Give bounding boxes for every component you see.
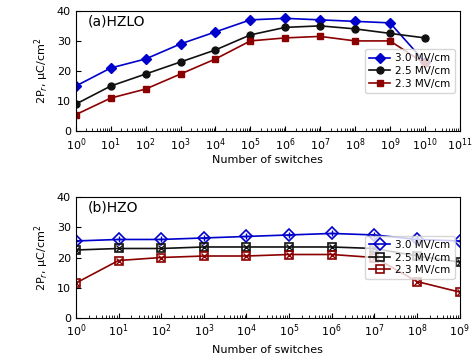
Y-axis label: 2P$_r$, μC/cm$^2$: 2P$_r$, μC/cm$^2$ <box>33 38 51 104</box>
3.0 MV/cm <box>414 237 420 242</box>
2.3 MV/cm <box>244 254 249 258</box>
2.3 MV/cm <box>317 34 323 39</box>
3.0 MV/cm <box>422 60 428 64</box>
3.0 MV/cm <box>73 84 79 88</box>
2.3 MV/cm <box>178 72 183 76</box>
3.0 MV/cm <box>73 239 79 243</box>
2.3 MV/cm <box>457 290 463 294</box>
Line: 2.5 MV/cm: 2.5 MV/cm <box>72 243 464 266</box>
Text: (a)HZLO: (a)HZLO <box>87 14 145 29</box>
Line: 3.0 MV/cm: 3.0 MV/cm <box>73 15 428 90</box>
X-axis label: Number of switches: Number of switches <box>212 155 323 165</box>
3.0 MV/cm <box>201 236 207 240</box>
2.5 MV/cm <box>286 245 292 249</box>
2.5 MV/cm <box>422 36 428 40</box>
3.0 MV/cm <box>387 21 393 25</box>
3.0 MV/cm <box>213 30 219 34</box>
2.5 MV/cm <box>387 31 393 35</box>
2.5 MV/cm <box>73 102 79 106</box>
2.3 MV/cm <box>387 39 393 43</box>
Line: 3.0 MV/cm: 3.0 MV/cm <box>72 229 464 245</box>
2.5 MV/cm <box>143 72 148 76</box>
2.5 MV/cm <box>329 245 335 249</box>
3.0 MV/cm <box>108 66 114 70</box>
3.0 MV/cm <box>143 57 148 61</box>
3.0 MV/cm <box>158 237 164 242</box>
2.5 MV/cm <box>201 245 207 249</box>
Legend: 3.0 MV/cm, 2.5 MV/cm, 2.3 MV/cm: 3.0 MV/cm, 2.5 MV/cm, 2.3 MV/cm <box>365 236 455 279</box>
2.3 MV/cm <box>247 39 253 43</box>
Line: 2.3 MV/cm: 2.3 MV/cm <box>73 33 428 118</box>
2.5 MV/cm <box>213 48 219 52</box>
2.3 MV/cm <box>213 57 219 61</box>
3.0 MV/cm <box>372 233 377 237</box>
2.5 MV/cm <box>178 60 183 64</box>
X-axis label: Number of switches: Number of switches <box>212 345 323 355</box>
3.0 MV/cm <box>116 237 121 242</box>
2.3 MV/cm <box>73 281 79 285</box>
2.5 MV/cm <box>108 84 114 88</box>
3.0 MV/cm <box>283 16 288 21</box>
2.5 MV/cm <box>73 248 79 252</box>
Y-axis label: 2P$_r$, μC/cm$^2$: 2P$_r$, μC/cm$^2$ <box>33 225 51 291</box>
2.5 MV/cm <box>317 24 323 28</box>
2.5 MV/cm <box>372 246 377 251</box>
3.0 MV/cm <box>457 239 463 243</box>
2.3 MV/cm <box>329 252 335 257</box>
2.5 MV/cm <box>457 260 463 264</box>
Line: 2.5 MV/cm: 2.5 MV/cm <box>73 22 428 108</box>
3.0 MV/cm <box>352 19 358 23</box>
2.3 MV/cm <box>352 39 358 43</box>
2.5 MV/cm <box>158 246 164 251</box>
2.3 MV/cm <box>286 252 292 257</box>
3.0 MV/cm <box>286 233 292 237</box>
2.3 MV/cm <box>158 255 164 260</box>
2.3 MV/cm <box>414 279 420 284</box>
2.3 MV/cm <box>108 96 114 100</box>
2.3 MV/cm <box>422 61 428 66</box>
3.0 MV/cm <box>247 18 253 22</box>
2.5 MV/cm <box>116 246 121 251</box>
3.0 MV/cm <box>178 42 183 46</box>
2.5 MV/cm <box>414 254 420 258</box>
Legend: 3.0 MV/cm, 2.5 MV/cm, 2.3 MV/cm: 3.0 MV/cm, 2.5 MV/cm, 2.3 MV/cm <box>365 49 455 93</box>
2.3 MV/cm <box>201 254 207 258</box>
3.0 MV/cm <box>329 231 335 236</box>
2.3 MV/cm <box>283 36 288 40</box>
2.5 MV/cm <box>247 33 253 37</box>
Line: 2.3 MV/cm: 2.3 MV/cm <box>72 250 464 296</box>
3.0 MV/cm <box>244 234 249 239</box>
2.5 MV/cm <box>244 245 249 249</box>
2.5 MV/cm <box>283 25 288 30</box>
Text: (b)HZO: (b)HZO <box>87 201 138 215</box>
2.3 MV/cm <box>116 258 121 263</box>
3.0 MV/cm <box>317 18 323 22</box>
2.3 MV/cm <box>372 255 377 260</box>
2.5 MV/cm <box>352 27 358 31</box>
2.3 MV/cm <box>73 113 79 117</box>
2.3 MV/cm <box>143 87 148 91</box>
